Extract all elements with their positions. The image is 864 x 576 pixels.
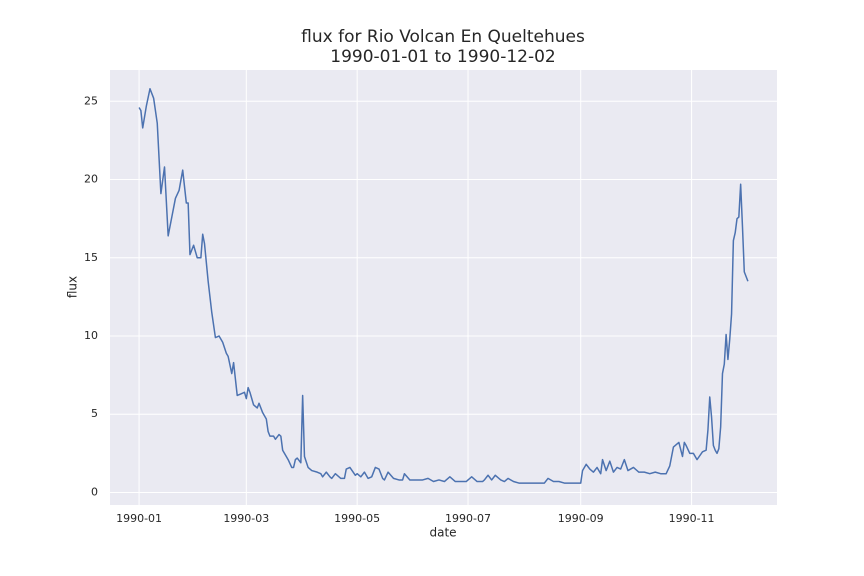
plot-area (110, 70, 777, 505)
x-tick-label: 1990-11 (669, 512, 715, 525)
y-tick-label: 15 (84, 251, 98, 264)
x-tick-label: 1990-01 (116, 512, 162, 525)
x-tick-label: 1990-09 (558, 512, 604, 525)
x-tick-label: 1990-05 (334, 512, 380, 525)
y-tick-label: 5 (91, 407, 98, 420)
x-axis-label: date (429, 526, 456, 540)
chart-title: flux for Rio Volcan En Queltehues (301, 27, 585, 47)
x-tick-label: 1990-07 (445, 512, 491, 525)
y-tick-label: 20 (84, 173, 98, 186)
chart-subtitle: 1990-01-01 to 1990-12-02 (330, 47, 555, 67)
x-tick-label: 1990-03 (223, 512, 269, 525)
series-line (138, 88, 749, 484)
y-axis-label: flux (66, 276, 80, 298)
y-tick-label: 0 (91, 485, 98, 498)
y-tick-label: 10 (84, 329, 98, 342)
y-tick-label: 25 (84, 94, 98, 107)
